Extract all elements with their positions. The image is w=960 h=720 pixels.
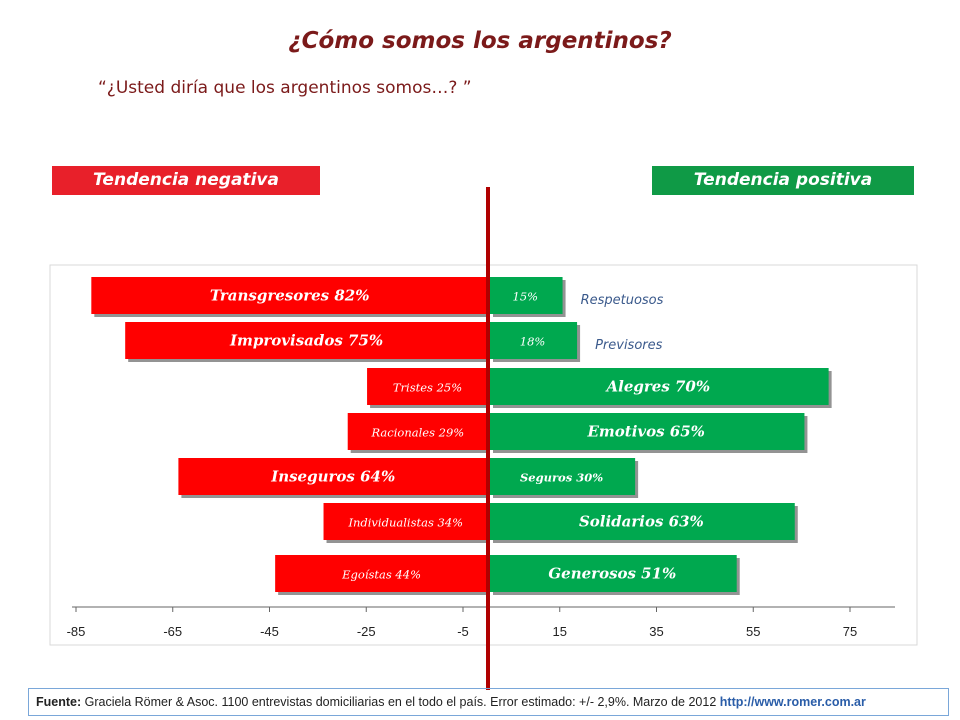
positive-bar [490, 458, 636, 495]
source-url-link[interactable]: http://www.romer.com.ar [719, 695, 866, 709]
diverging-bar-chart: -85 -65 -45 -25 -5 15 35 55 75 Transgresores 82% 1… [49, 187, 918, 690]
positive-bar-label: Emotivos 65% [586, 423, 704, 441]
positive-bar-label: Generosos 51% [548, 565, 676, 583]
x-tick-label: 15 [553, 624, 567, 639]
x-tick-label: 35 [649, 624, 663, 639]
x-tick-label: 75 [843, 624, 857, 639]
positive-bar [490, 503, 795, 540]
negative-bar-label: Inseguros 64% [270, 468, 395, 486]
x-tick-label: -5 [457, 624, 469, 639]
survey-question: “¿Usted diría que los argentinos somos…?… [98, 78, 472, 98]
x-tick-label: -25 [357, 624, 376, 639]
positive-bar-label: 18% [520, 335, 546, 349]
positive-tendency-banner: Tendencia positiva [652, 166, 914, 195]
page-title: ¿Cómo somos los argentinos? [288, 28, 672, 54]
x-tick-label: 55 [746, 624, 760, 639]
positive-bar [490, 368, 829, 405]
negative-bar-label: Improvisados 75% [229, 332, 383, 350]
negative-bar [323, 503, 488, 540]
negative-bar [178, 458, 488, 495]
positive-bar-label: 15% [513, 290, 539, 304]
negative-bar [347, 413, 488, 450]
negative-bar-label: Racionales 29% [371, 426, 465, 440]
positive-category-label: Previsores [595, 338, 663, 353]
positive-bar-label: Seguros 30% [520, 471, 603, 485]
x-tick-label: -65 [163, 624, 182, 639]
negative-bar-label: Individualistas 34% [347, 516, 463, 530]
negative-tendency-banner: Tendencia negativa [52, 166, 320, 195]
negative-bar [275, 555, 488, 592]
source-text: Graciela Römer & Asoc. 1100 entrevistas … [81, 695, 720, 709]
x-tick-label: -45 [260, 624, 279, 639]
positive-bar [490, 277, 563, 314]
negative-bar [91, 277, 488, 314]
negative-bar [125, 322, 488, 359]
negative-bar-label: Tristes 25% [393, 381, 462, 395]
positive-bar [490, 322, 578, 359]
negative-bar-label: Egoístas 44% [341, 568, 421, 582]
source-label: Fuente: [36, 695, 82, 709]
positive-bar [490, 413, 805, 450]
positive-bar-label: Solidarios 63% [579, 513, 704, 531]
positive-bar-label: Alegres 70% [605, 378, 711, 396]
positive-category-label: Respetuosos [581, 293, 664, 308]
positive-bar [490, 555, 737, 592]
negative-bar [367, 368, 488, 405]
source-footer: Fuente: Graciela Römer & Asoc. 1100 entr… [28, 688, 949, 716]
x-tick-label: -85 [67, 624, 86, 639]
negative-bar-label: Transgresores 82% [210, 287, 370, 305]
